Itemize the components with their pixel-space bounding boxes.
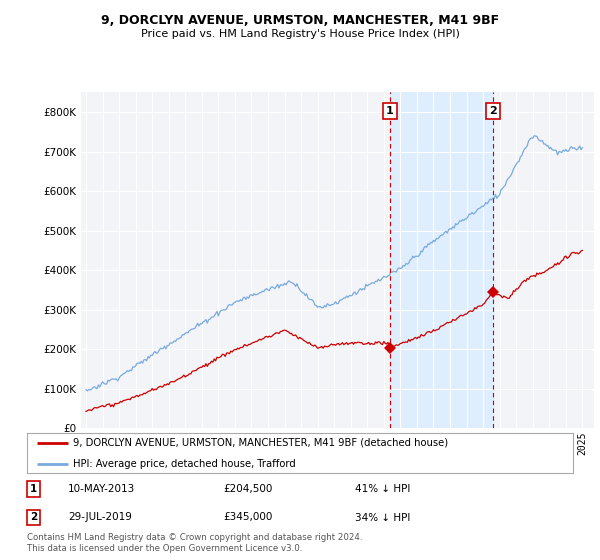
Text: 41% ↓ HPI: 41% ↓ HPI — [355, 484, 410, 494]
Text: Contains HM Land Registry data © Crown copyright and database right 2024.
This d: Contains HM Land Registry data © Crown c… — [27, 533, 362, 553]
Text: 9, DORCLYN AVENUE, URMSTON, MANCHESTER, M41 9BF: 9, DORCLYN AVENUE, URMSTON, MANCHESTER, … — [101, 14, 499, 27]
Bar — [390, 92, 493, 428]
Text: 2: 2 — [30, 512, 37, 522]
Text: 1: 1 — [386, 106, 394, 116]
Text: 2: 2 — [489, 106, 497, 116]
Text: 34% ↓ HPI: 34% ↓ HPI — [355, 512, 410, 522]
Text: 9, DORCLYN AVENUE, URMSTON, MANCHESTER, M41 9BF (detached house): 9, DORCLYN AVENUE, URMSTON, MANCHESTER, … — [73, 437, 449, 447]
Text: Price paid vs. HM Land Registry's House Price Index (HPI): Price paid vs. HM Land Registry's House … — [140, 29, 460, 39]
Text: 1: 1 — [30, 484, 37, 494]
Text: £204,500: £204,500 — [224, 484, 273, 494]
Text: 29-JUL-2019: 29-JUL-2019 — [68, 512, 132, 522]
Text: 10-MAY-2013: 10-MAY-2013 — [68, 484, 135, 494]
Text: £345,000: £345,000 — [224, 512, 273, 522]
Text: HPI: Average price, detached house, Trafford: HPI: Average price, detached house, Traf… — [73, 459, 296, 469]
